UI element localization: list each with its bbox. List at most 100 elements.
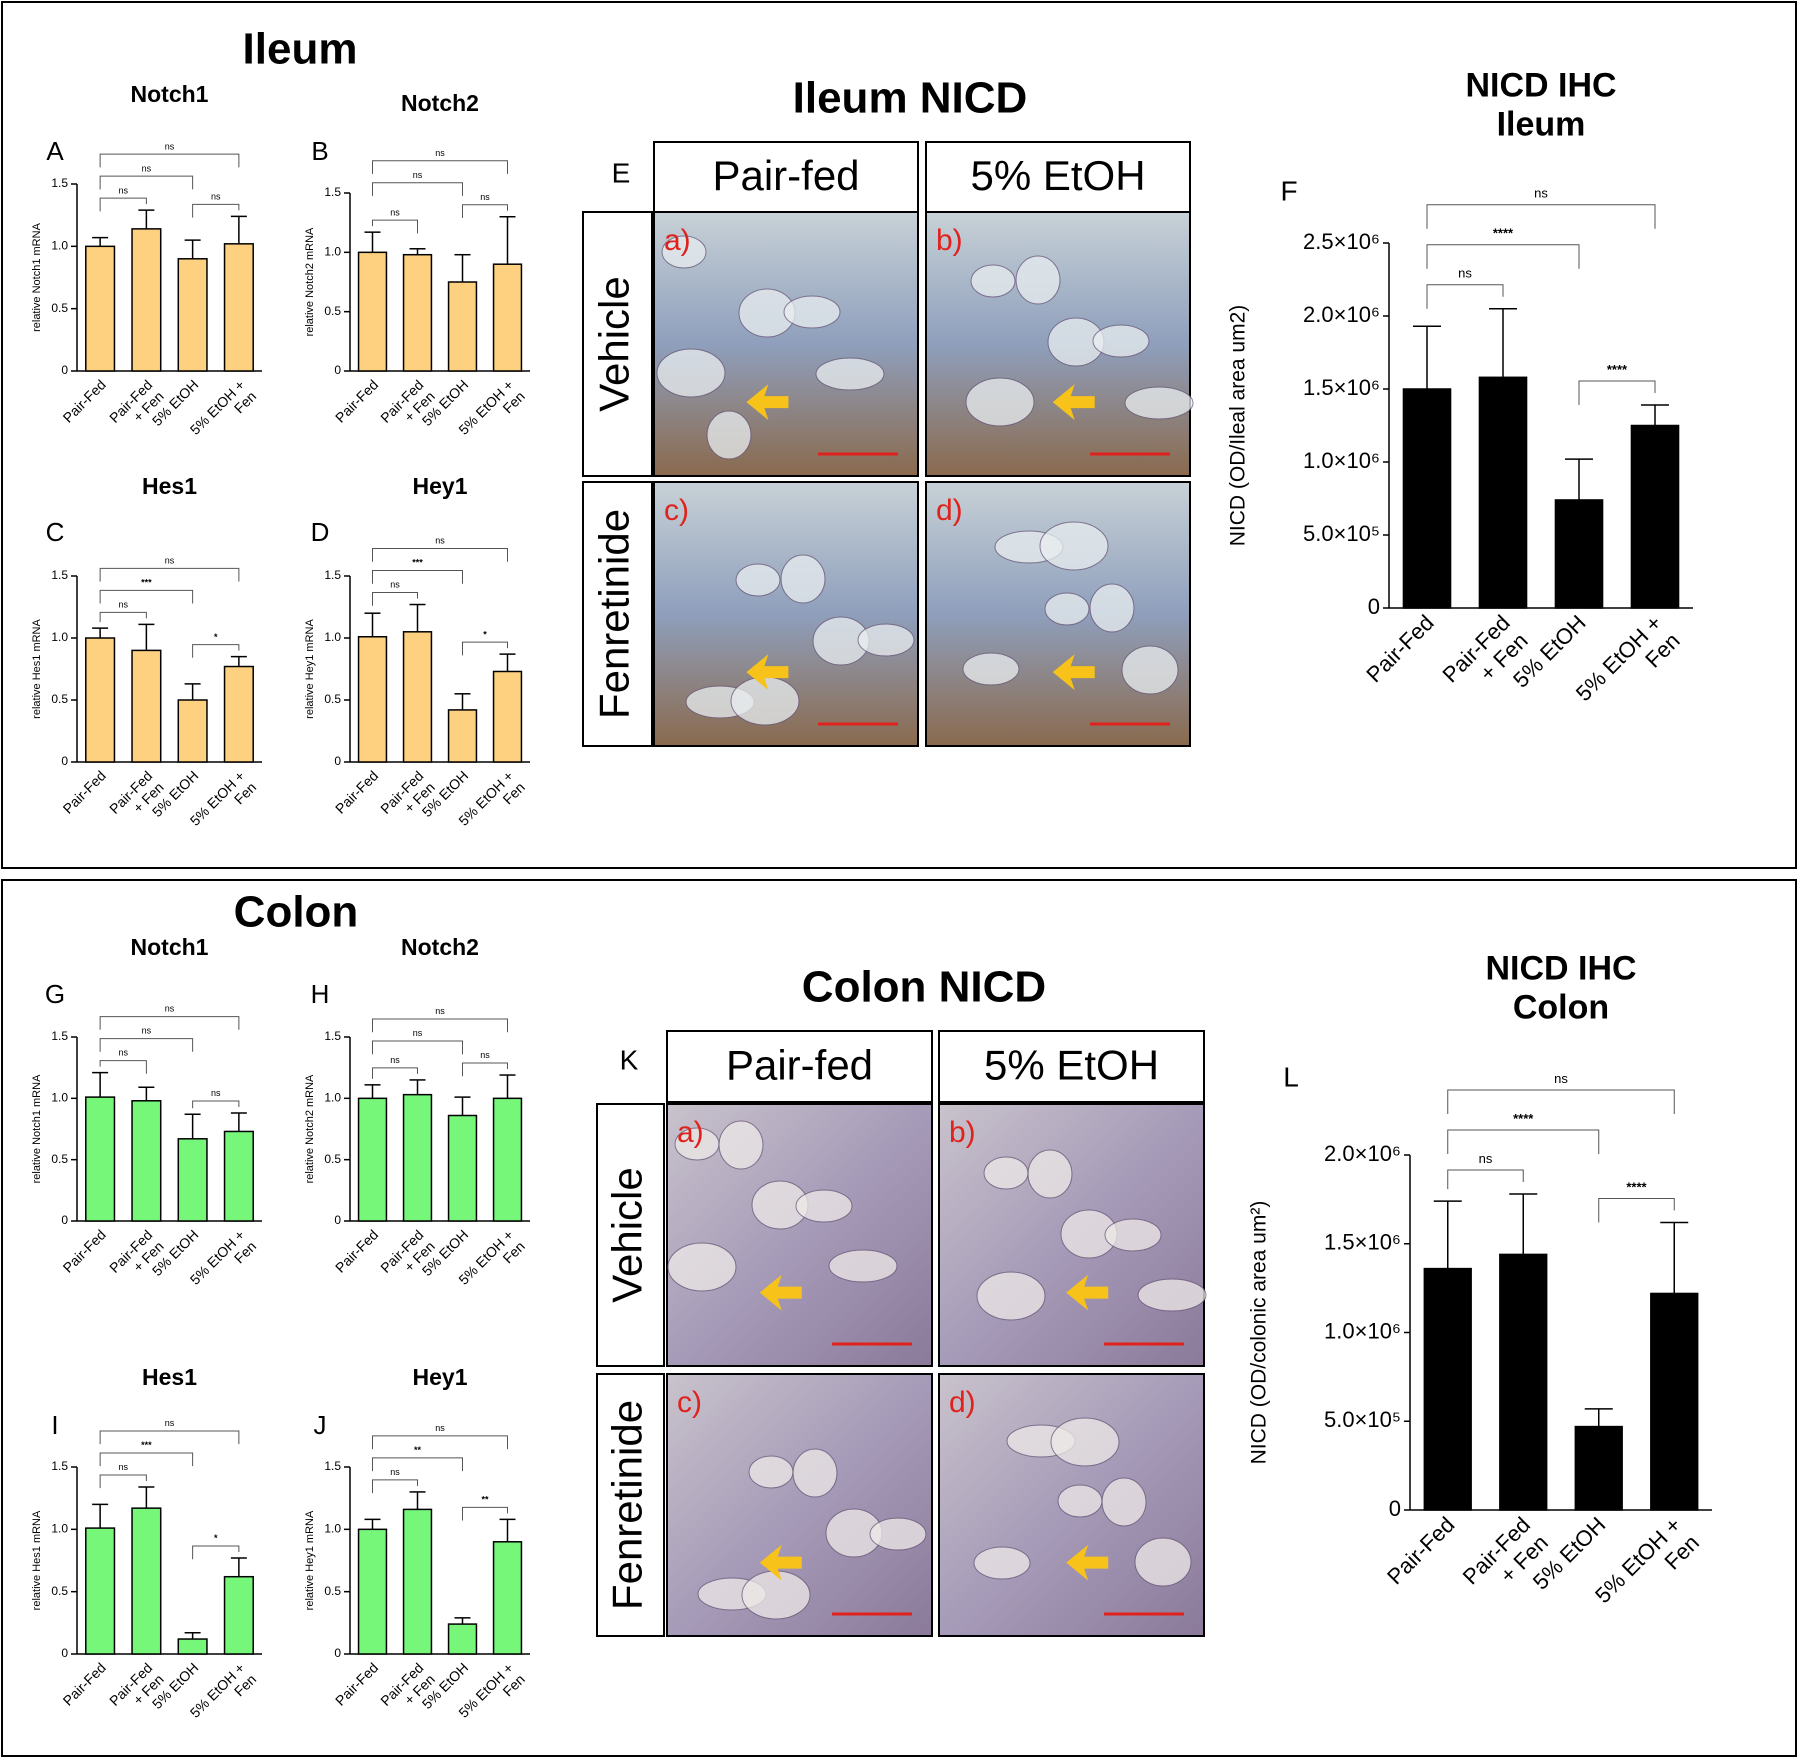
panel-letter: K [620,1044,639,1075]
bar [1423,1267,1472,1511]
bar [131,649,162,763]
significance-label: ns [165,556,175,566]
significance-bracket [462,204,508,218]
cell-label: c) [677,1386,702,1419]
row-header [596,1373,665,1637]
bar [85,1096,116,1222]
y-tick-label: 2.0×10⁶ [1324,1141,1401,1166]
significance-label: **** [1607,362,1628,377]
bar [223,243,254,372]
x-tick-label: Pair-Fed [332,1226,381,1275]
significance-label: * [214,632,218,642]
significance-label: ns [165,1004,175,1014]
gland [1092,324,1150,358]
significance-bracket [99,197,147,212]
significance-bracket [372,160,508,174]
gland [962,652,1020,686]
significance-label: ns [435,1423,445,1433]
significance-bracket [372,592,418,606]
significance-bracket [1447,1089,1675,1115]
cell-label: d) [936,494,963,527]
arrow [759,1544,802,1581]
y-tick-label: 1.5 [324,1029,341,1043]
bar [131,228,162,372]
significance-label: ns [435,1006,445,1016]
column-header [653,141,919,213]
significance-bracket [372,1067,418,1079]
significance-bracket [99,1474,147,1489]
significance-bracket [1426,244,1580,269]
y-axis-label: relative Notch1 mRNA [31,1074,43,1183]
gland [1121,645,1179,695]
significance-label: ** [481,1495,489,1505]
column-label: 5% EtOH [970,152,1145,199]
significance-bracket [192,644,240,658]
arrow [1052,654,1095,691]
significance-label: ns [142,1026,152,1036]
y-tick-label: 0.5 [324,1584,341,1598]
cell-label: c) [664,494,689,527]
chart-title: Notch2 [401,934,479,960]
chart-title: Hes1 [142,1364,197,1390]
chart-title: Notch2 [401,90,479,116]
significance-bracket [99,1060,147,1074]
x-tick-label: Pair-Fed [60,1659,109,1708]
y-tick-label: 0.5 [324,304,341,318]
significance-label: ns [390,207,400,217]
y-tick-label: 0 [61,754,68,768]
significance-bracket [1598,1197,1675,1223]
gland [965,377,1035,427]
column-header [938,1030,1205,1103]
arrow [1066,1274,1109,1311]
bar [177,699,208,763]
gland [718,1120,764,1170]
y-tick-label: 0 [334,1646,341,1660]
significance-label: ** [414,1445,422,1455]
chart-title: NICD IHC Ileum [1465,66,1616,143]
section-title: Ileum [243,25,358,74]
gland [828,1249,898,1283]
significance-bracket [1426,204,1656,229]
y-tick-label: 1.0 [324,630,341,644]
y-tick-label: 1.0 [324,245,341,259]
bar [357,1097,388,1222]
panel-letter: G [45,979,65,1009]
y-tick-label: 0 [334,363,341,377]
micrograph-title: Ileum NICD [793,74,1028,123]
panel-letter: A [46,136,64,166]
gland [1134,1537,1192,1587]
gland [748,1455,794,1489]
significance-bracket [99,153,240,168]
significance-label: ns [413,170,423,180]
x-tick-label: Pair-Fed [1361,610,1438,687]
significance-label: ns [211,1088,221,1098]
bar [447,709,478,763]
arrow [759,1274,802,1311]
chart-title: Notch1 [131,81,209,107]
gland [795,1189,853,1223]
column-header [666,1030,933,1103]
row-label: Vehicle [604,1167,651,1302]
x-tick-label: Pair-Fed [332,376,381,425]
significance-label: * [214,1533,218,1543]
y-axis-label: relative Hey1 mRNA [304,619,316,719]
bar [402,1093,433,1222]
significance-label: * [483,629,487,639]
significance-bracket [192,1545,240,1560]
significance-label: **** [1493,226,1514,241]
y-tick-label: 0 [334,1213,341,1227]
y-axis-label: relative Notch2 mRNA [304,1074,316,1183]
bar [1499,1253,1548,1511]
gland [857,623,915,657]
bar [357,1528,388,1655]
bar [492,1097,523,1222]
x-tick-label: Pair-Fed [332,1659,381,1708]
bar [223,1130,254,1222]
gland [983,1156,1029,1190]
y-tick-label: 0.5 [51,1152,68,1166]
bar [447,281,478,372]
gland [1057,1484,1103,1518]
significance-bracket [372,570,463,584]
y-tick-label: 0.5 [51,692,68,706]
significance-bracket [462,1062,508,1077]
